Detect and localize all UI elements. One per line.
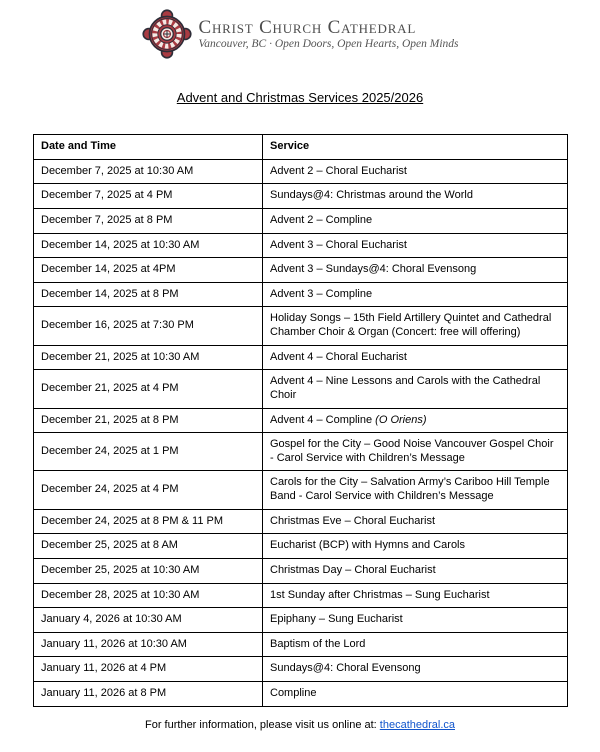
table-row: December 25, 2025 at 10:30 AM Christmas D… [33, 557, 568, 584]
table-row: December 16, 2025 at 7:30 PM Holiday Song… [33, 306, 568, 346]
service-cell: 1st Sunday after Christmas – Sung Euchar… [262, 582, 568, 609]
date-cell: December 7, 2025 at 4 PM [33, 183, 263, 209]
website-link[interactable]: thecathedral.ca [379, 719, 455, 731]
date-cell: December 25, 2025 at 10:30 AM [33, 557, 263, 584]
date-cell: December 7, 2025 at 8 PM [33, 207, 263, 234]
service-cell: Christmas Eve – Choral Eucharist [262, 508, 568, 535]
date-cell: December 24, 2025 at 8 PM & 11 PM [33, 508, 263, 535]
date-cell: December 21, 2025 at 4 PM [33, 369, 263, 409]
cathedral-crest-icon [141, 9, 192, 59]
date-cell: December 16, 2025 at 7:30 PM [33, 306, 263, 346]
service-cell: Advent 3 – Sundays@4: Choral Evensong [262, 257, 568, 283]
table-row: January 11, 2026 at 10:30 AM Baptism of t… [33, 631, 568, 658]
column-header-date: Date and Time [33, 134, 263, 160]
table-row: December 14, 2025 at 8 PM Advent 3 – Comp… [33, 281, 568, 308]
date-cell: December 14, 2025 at 8 PM [33, 281, 263, 308]
service-cell: Sundays@4: Christmas around the World [262, 183, 568, 209]
date-cell: December 14, 2025 at 10:30 AM [33, 232, 263, 259]
service-cell: Baptism of the Lord [262, 631, 568, 658]
table-row: December 24, 2025 at 1 PM Gospel for the … [33, 432, 568, 472]
date-cell: December 14, 2025 at 4PM [33, 257, 263, 283]
date-cell: January 4, 2026 at 10:30 AM [33, 607, 263, 633]
org-name: Christ Church Cathedral [198, 16, 417, 38]
service-cell: Advent 3 – Compline [262, 281, 568, 308]
date-cell: December 28, 2025 at 10:30 AM [33, 582, 263, 609]
date-cell: January 11, 2026 at 10:30 AM [33, 631, 263, 658]
table-row: January 11, 2026 at 8 PM Compline [33, 681, 568, 707]
service-cell: Christmas Day – Choral Eucharist [262, 557, 568, 584]
service-cell: Sundays@4: Choral Evensong [262, 656, 568, 682]
table-row: December 14, 2025 at 10:30 AM Advent 3 – … [33, 232, 568, 259]
date-cell: January 11, 2026 at 8 PM [33, 681, 263, 707]
table-row: December 28, 2025 at 10:30 AM 1st Sunday … [33, 582, 568, 609]
date-cell: December 24, 2025 at 1 PM [33, 432, 263, 472]
service-cell: Eucharist (BCP) with Hymns and Carols [262, 533, 568, 559]
service-cell: Carols for the City – Salvation Army’s C… [262, 470, 568, 510]
table-header-row: Date and Time Service [33, 134, 568, 160]
table-row: December 14, 2025 at 4PM Advent 3 – Sunda… [33, 257, 568, 283]
date-cell: December 25, 2025 at 8 AM [33, 533, 263, 559]
date-cell: December 24, 2025 at 4 PM [33, 470, 263, 510]
service-cell: Epiphany – Sung Eucharist [262, 607, 568, 633]
column-header-service: Service [262, 134, 568, 160]
service-cell: Holiday Songs – 15th Field Artillery Qui… [262, 306, 568, 346]
footer-note: For further information, please visit us… [0, 719, 600, 731]
date-cell: December 7, 2025 at 10:30 AM [33, 158, 263, 185]
page-title: Advent and Christmas Services 2025/2026 [176, 90, 424, 105]
service-cell: Advent 2 – Choral Eucharist [262, 158, 568, 185]
services-table: Date and Time Service December 7, 2025 a… [33, 134, 568, 707]
service-cell: Gospel for the City – Good Noise Vancouv… [262, 432, 568, 472]
service-cell: Advent 4 – Nine Lessons and Carols with … [262, 369, 568, 409]
service-cell: Advent 2 – Compline [262, 207, 568, 234]
date-cell: January 11, 2026 at 4 PM [33, 656, 263, 682]
table-row: December 21, 2025 at 8 PM Advent 4 – Comp… [33, 407, 568, 434]
document-header: Christ Church Cathedral Vancouver, BC · … [0, 0, 600, 59]
service-cell: Advent 4 – Choral Eucharist [262, 344, 568, 371]
services-table-body: December 7, 2025 at 10:30 AM Advent 2 – C… [33, 158, 568, 707]
footer-text: For further information, please visit us… [145, 719, 380, 731]
table-row: December 21, 2025 at 10:30 AM Advent 4 – … [33, 344, 568, 371]
table-row: December 7, 2025 at 10:30 AM Advent 2 – C… [33, 158, 568, 185]
date-cell: December 21, 2025 at 8 PM [33, 407, 263, 434]
org-text-block: Christ Church Cathedral Vancouver, BC · … [198, 16, 459, 51]
table-row: December 21, 2025 at 4 PM Advent 4 – Nine… [33, 369, 568, 409]
table-row: December 7, 2025 at 8 PM Advent 2 – Compl… [33, 207, 568, 234]
service-cell: Advent 3 – Choral Eucharist [262, 232, 568, 259]
service-cell: Compline [262, 681, 568, 707]
table-row: January 11, 2026 at 4 PM Sundays@4: Chora… [33, 656, 568, 682]
table-row: December 25, 2025 at 8 AM Eucharist (BCP)… [33, 533, 568, 559]
date-cell: December 21, 2025 at 10:30 AM [33, 344, 263, 371]
table-row: January 4, 2026 at 10:30 AM Epiphany – Su… [33, 607, 568, 633]
table-row: December 24, 2025 at 8 PM & 11 PM Christm… [33, 508, 568, 535]
service-cell: Advent 4 – Compline (O Oriens) [262, 407, 568, 434]
org-tagline: Vancouver, BC · Open Doors, Open Hearts,… [198, 38, 459, 51]
table-row: December 24, 2025 at 4 PM Carols for the … [33, 470, 568, 510]
table-row: December 7, 2025 at 4 PM Sundays@4: Chris… [33, 183, 568, 209]
